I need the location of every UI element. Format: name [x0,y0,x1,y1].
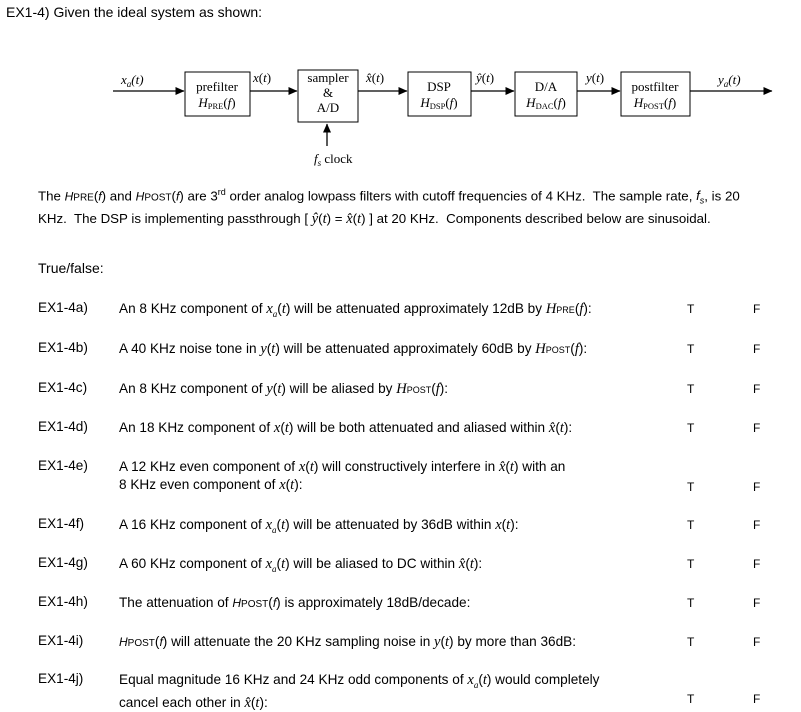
label-ya: ya(t) [716,72,741,89]
description-line-1: The HPRE(f) and HPOST(f) are 3rd order a… [38,187,740,207]
sampler-ad: A/D [317,100,339,115]
true-option[interactable]: T [687,480,695,494]
question-id: EX1-4b) [38,340,88,355]
dsp-transfer: HDSP(f) [419,95,457,111]
question-text: The attenuation of HPOST(f) is approxima… [119,595,471,610]
da-label: D/A [535,79,558,94]
prefilter-label: prefilter [196,79,239,94]
true-option[interactable]: T [687,557,695,571]
question-text: A 40 KHz noise tone in y(t) will be atte… [119,341,588,357]
false-option[interactable]: F [753,518,761,532]
false-option[interactable]: F [753,302,761,316]
false-option[interactable]: F [753,382,761,396]
dsp-label: DSP [427,79,451,94]
question-id: EX1-4a) [38,300,88,315]
question-text: A 12 KHz even component of x(t) will con… [119,459,566,493]
false-option[interactable]: F [753,421,761,435]
postfilter-block [620,71,691,117]
question-id: EX1-4d) [38,419,88,434]
question-id: EX1-4f) [38,516,85,531]
prefilter-block [184,71,251,117]
true-option[interactable]: T [687,518,695,532]
question-id: EX1-4c) [38,380,88,395]
true-option[interactable]: T [687,342,695,356]
question-id: EX1-4j) [38,671,84,686]
question-text: An 18 KHz component of x(t) will be both… [119,420,573,436]
label-y: y(t) [584,70,604,85]
question-id: EX1-4e) [38,458,88,473]
sampler-amp: & [323,85,333,100]
label-xhat: x̂(t) [365,70,384,85]
da-transfer: HDAC(f) [525,95,566,111]
question-text: HPOST(f) will attenuate the 20 KHz sampl… [119,634,576,650]
dsp-block [407,71,472,117]
false-option[interactable]: F [753,557,761,571]
true-option[interactable]: T [687,302,695,316]
question-id: EX1-4i) [38,633,84,648]
da-block [514,71,578,117]
false-option[interactable]: F [753,480,761,494]
description-line-2: KHz. The DSP is implementing passthrough… [38,211,711,228]
label-yhat: ŷ(t) [474,70,494,85]
postfilter-label: postfilter [632,79,680,94]
sampler-block [297,69,359,123]
question-text: An 8 KHz component of xa(t) will be atte… [119,301,592,319]
question-text: Equal magnitude 16 KHz and 24 KHz odd co… [119,672,600,711]
question-text: A 16 KHz component of xa(t) will be atte… [119,517,519,535]
true-option[interactable]: T [687,596,695,610]
true-option[interactable]: T [687,692,695,706]
true-option[interactable]: T [687,635,695,649]
problem-title: EX1-4) Given the ideal system as shown: [6,4,263,20]
problem-description: The HPRE(f) and HPOST(f) are 3rd order a… [38,183,798,228]
true-false-heading: True/false: [38,260,104,276]
clock-label: fs clock [314,151,353,168]
false-option[interactable]: F [753,596,761,610]
question-id: EX1-4g) [38,555,88,570]
question-id: EX1-4h) [38,594,88,609]
false-option[interactable]: F [753,342,761,356]
prefilter-transfer: HPRE(f) [197,95,235,111]
sampler-label: sampler [307,70,349,85]
question-text: A 60 KHz component of xa(t) will be alia… [119,556,483,574]
label-x: x(t) [252,70,271,85]
true-option[interactable]: T [687,382,695,396]
true-option[interactable]: T [687,421,695,435]
question-text: An 8 KHz component of y(t) will be alias… [119,381,449,397]
false-option[interactable]: F [753,692,761,706]
label-xa: xa(t) [120,72,144,89]
false-option[interactable]: F [753,635,761,649]
block-diagram: xa(t) x(t) x̂(t) ŷ(t) y(t) ya(t) prefilt… [113,69,773,168]
